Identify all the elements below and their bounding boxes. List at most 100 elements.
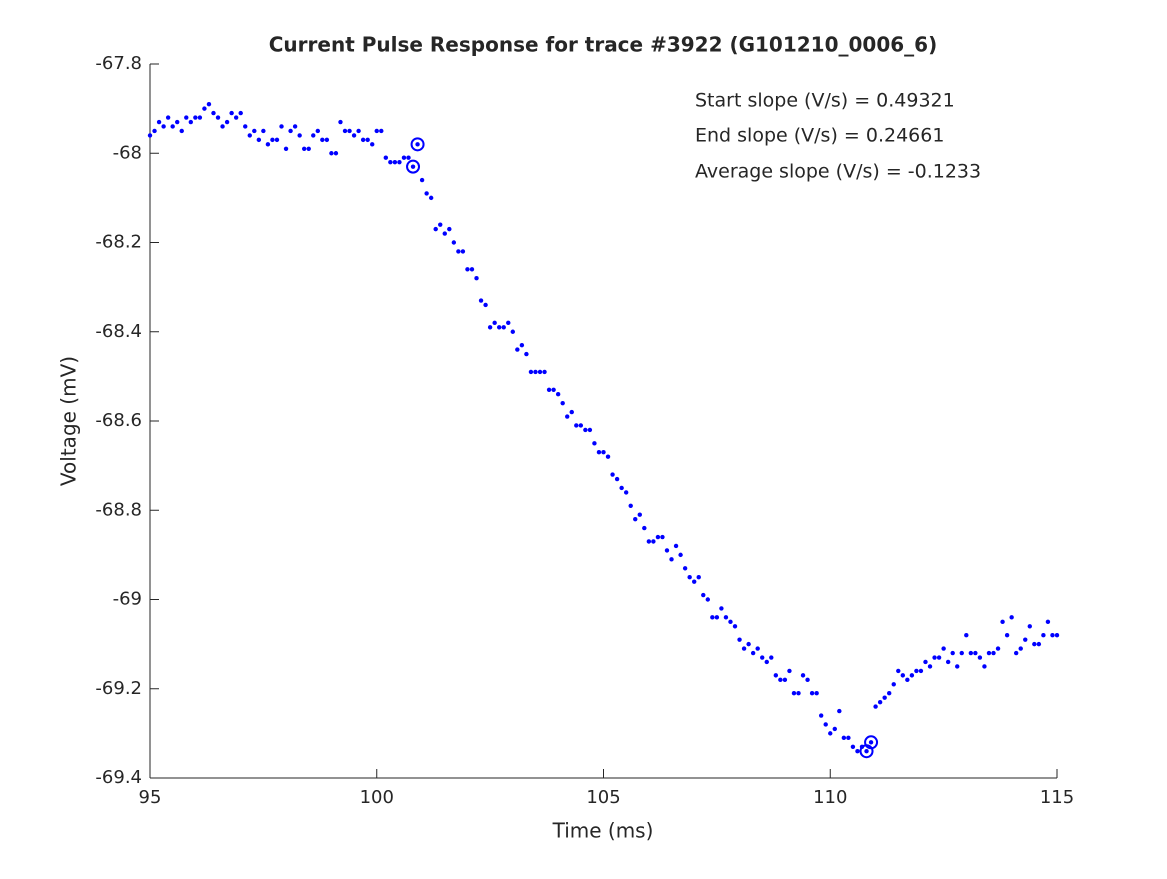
data-point	[469, 267, 475, 272]
data-point	[147, 133, 153, 138]
data-point	[156, 119, 162, 125]
data-point	[945, 659, 951, 665]
data-point	[714, 615, 720, 620]
y-tick-label: -67.8	[95, 53, 142, 74]
data-point	[896, 668, 901, 674]
data-point	[338, 119, 343, 125]
data-point	[823, 722, 828, 727]
data-point	[501, 325, 506, 330]
data-point	[447, 226, 452, 232]
data-point	[692, 579, 697, 584]
data-point	[1041, 633, 1046, 638]
data-point	[292, 124, 298, 129]
data-point	[224, 119, 230, 125]
data-point	[551, 387, 556, 392]
data-point	[333, 151, 339, 156]
data-point	[837, 708, 842, 714]
data-point	[215, 115, 221, 120]
data-point	[877, 699, 883, 705]
data-point	[311, 133, 316, 138]
data-point	[873, 704, 878, 709]
y-tick-label: -69.4	[95, 767, 142, 788]
data-point	[233, 115, 239, 120]
data-point	[864, 749, 869, 754]
data-point	[388, 159, 393, 165]
data-point	[487, 325, 493, 330]
data-point	[270, 137, 275, 143]
data-point	[841, 735, 847, 741]
data-point	[165, 115, 171, 120]
data-point	[175, 119, 180, 125]
data-point	[433, 226, 438, 232]
data-point	[252, 128, 257, 134]
data-point	[805, 677, 810, 683]
data-point	[1009, 615, 1014, 620]
data-point	[1004, 633, 1010, 638]
data-point	[206, 101, 212, 107]
annotation: Average slope (V/s) = -0.1233	[695, 161, 981, 183]
data-point	[438, 222, 443, 227]
data-point	[887, 691, 892, 696]
data-point	[555, 392, 561, 397]
data-point	[927, 664, 933, 669]
data-point	[256, 137, 262, 143]
data-point	[732, 624, 738, 629]
data-point	[977, 655, 983, 660]
data-point	[646, 539, 652, 544]
data-point	[347, 128, 352, 134]
data-point	[909, 673, 915, 678]
data-point	[315, 128, 320, 134]
highlight-marker	[864, 735, 879, 750]
y-tick-label: -68.8	[95, 499, 142, 520]
data-point	[850, 744, 856, 749]
data-point	[923, 659, 928, 665]
data-point	[918, 668, 924, 674]
data-point	[855, 749, 860, 754]
data-point	[982, 664, 987, 669]
data-point	[832, 726, 837, 732]
data-point	[406, 155, 411, 160]
data-point	[401, 155, 407, 160]
data-point	[197, 115, 203, 120]
data-point	[560, 400, 565, 406]
data-point	[619, 485, 624, 491]
data-point	[274, 137, 280, 143]
data-point	[696, 574, 701, 580]
data-point	[578, 423, 584, 428]
data-point	[1023, 637, 1028, 642]
data-point	[424, 191, 429, 196]
data-point	[356, 128, 361, 134]
data-point	[719, 606, 724, 611]
data-point	[936, 655, 942, 660]
data-point	[959, 650, 964, 656]
data-point	[846, 735, 851, 741]
data-point	[623, 490, 629, 495]
data-point	[397, 159, 402, 165]
data-point	[932, 655, 937, 660]
data-point	[655, 534, 661, 540]
data-point	[664, 548, 670, 553]
data-point	[782, 677, 788, 683]
data-point	[1050, 633, 1055, 638]
data-point	[755, 646, 760, 651]
y-axis-label: Voltage (mV)	[57, 356, 81, 486]
data-point	[596, 450, 602, 455]
data-point	[451, 240, 457, 245]
y-tick-label: -68	[113, 142, 142, 163]
data-point	[565, 414, 570, 419]
data-point	[211, 110, 216, 116]
data-point	[410, 164, 416, 169]
data-point	[496, 325, 502, 330]
data-point	[569, 409, 574, 415]
data-point	[1013, 650, 1019, 656]
data-point	[1036, 641, 1042, 647]
data-point	[601, 450, 606, 455]
data-point	[329, 151, 334, 156]
data-point	[360, 137, 366, 143]
data-point	[882, 695, 887, 700]
data-point	[705, 597, 711, 602]
data-point	[818, 713, 824, 718]
data-point	[574, 423, 579, 428]
x-tick-label: 105	[586, 787, 620, 808]
data-point	[301, 146, 307, 151]
